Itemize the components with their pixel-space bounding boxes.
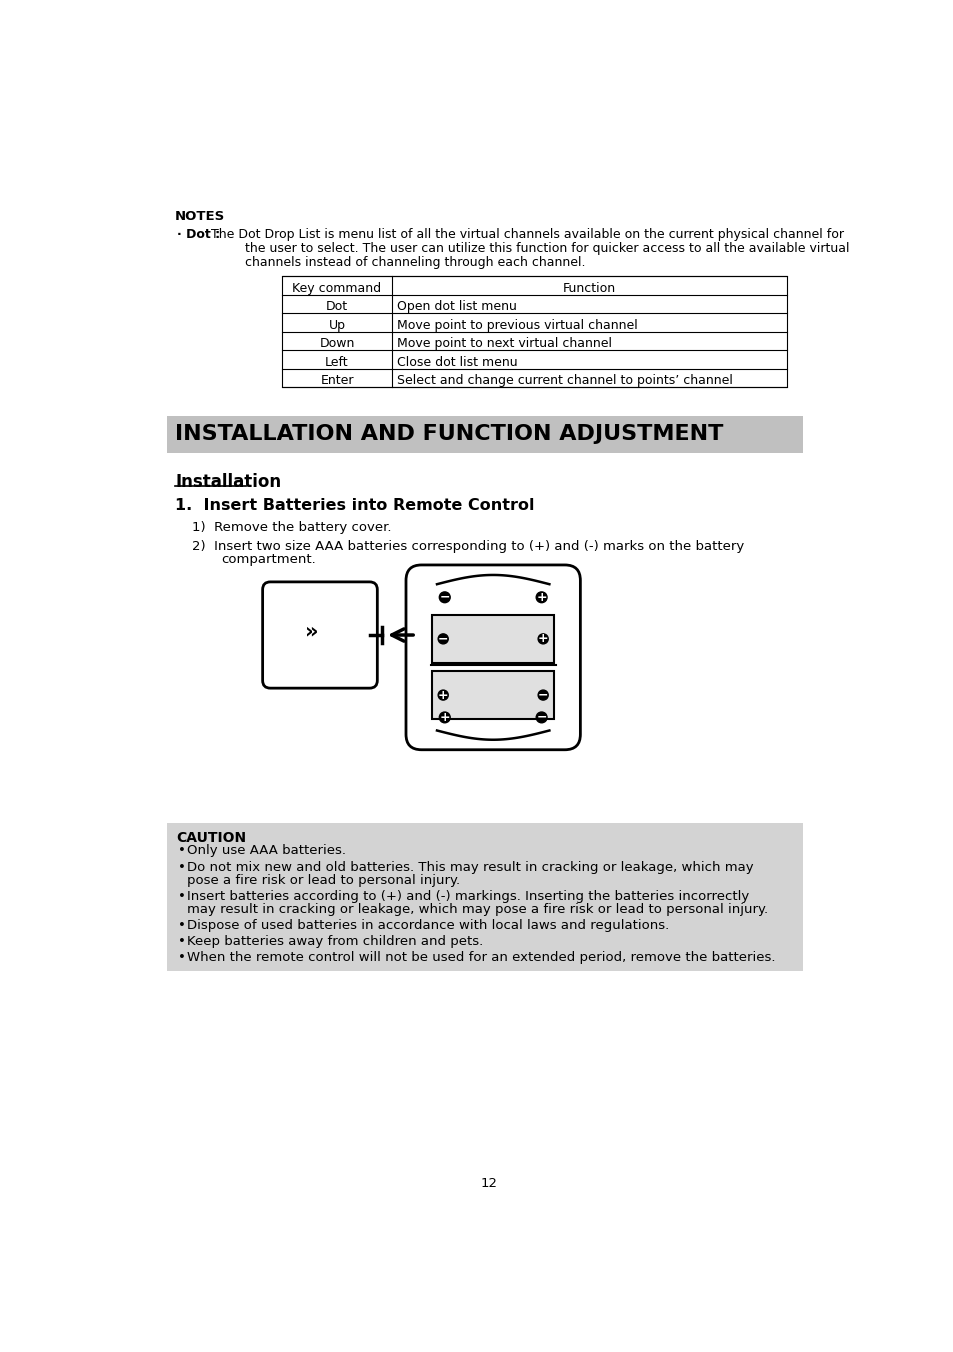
Text: +: + — [437, 688, 448, 702]
FancyBboxPatch shape — [406, 565, 579, 750]
Circle shape — [439, 713, 450, 723]
Text: Key command: Key command — [293, 281, 381, 295]
Text: −: − — [537, 688, 548, 702]
Text: Close dot list menu: Close dot list menu — [396, 356, 517, 369]
Bar — [282, 276, 786, 387]
Bar — [167, 823, 802, 971]
Text: channels instead of channeling through each channel.: channels instead of channeling through e… — [245, 256, 585, 269]
Bar — [167, 416, 802, 453]
Circle shape — [437, 634, 448, 644]
Text: Up: Up — [328, 319, 345, 331]
Text: The Dot Drop List is menu list of all the virtual channels available on the curr: The Dot Drop List is menu list of all th… — [211, 228, 842, 242]
Text: Open dot list menu: Open dot list menu — [396, 300, 516, 314]
Text: may result in cracking or leakage, which may pose a fire risk or lead to persona: may result in cracking or leakage, which… — [187, 903, 768, 917]
Text: 1)  Remove the battery cover.: 1) Remove the battery cover. — [192, 521, 391, 534]
Text: INSTALLATION AND FUNCTION ADJUSTMENT: INSTALLATION AND FUNCTION ADJUSTMENT — [174, 425, 722, 443]
Text: Dot: Dot — [326, 300, 348, 314]
Text: Installation: Installation — [174, 473, 281, 491]
Text: +: + — [439, 711, 450, 723]
Text: Only use AAA batteries.: Only use AAA batteries. — [187, 845, 346, 857]
Text: 12: 12 — [480, 1178, 497, 1190]
Text: −: − — [437, 633, 448, 645]
Circle shape — [536, 592, 546, 603]
Text: •: • — [178, 952, 186, 964]
Text: •: • — [178, 936, 186, 948]
Text: •: • — [178, 890, 186, 903]
Text: · Dot :: · Dot : — [176, 228, 219, 242]
Text: 1.  Insert Batteries into Remote Control: 1. Insert Batteries into Remote Control — [174, 498, 534, 512]
Text: +: + — [537, 633, 548, 645]
Text: Insert batteries according to (+) and (-) markings. Inserting the batteries inco: Insert batteries according to (+) and (-… — [187, 890, 749, 903]
Text: Move point to next virtual channel: Move point to next virtual channel — [396, 337, 611, 350]
Text: +: + — [536, 591, 546, 604]
Text: •: • — [178, 861, 186, 873]
Text: Down: Down — [319, 337, 355, 350]
Text: compartment.: compartment. — [221, 553, 316, 566]
Text: −: − — [439, 591, 450, 604]
Text: •: • — [178, 919, 186, 932]
Text: »: » — [305, 621, 318, 641]
Text: NOTES: NOTES — [174, 210, 225, 223]
Text: Enter: Enter — [320, 375, 354, 387]
Text: Function: Function — [562, 281, 616, 295]
Text: •: • — [178, 845, 186, 857]
Text: Keep batteries away from children and pets.: Keep batteries away from children and pe… — [187, 936, 483, 948]
Text: the user to select. The user can utilize this function for quicker access to all: the user to select. The user can utilize… — [245, 242, 848, 256]
Text: 2)  Insert two size AAA batteries corresponding to (+) and (-) marks on the batt: 2) Insert two size AAA batteries corresp… — [192, 539, 743, 553]
Bar — [432, 671, 554, 719]
Text: Do not mix new and old batteries. This may result in cracking or leakage, which : Do not mix new and old batteries. This m… — [187, 861, 753, 873]
Text: Left: Left — [325, 356, 349, 369]
Text: CAUTION: CAUTION — [176, 830, 247, 845]
Text: When the remote control will not be used for an extended period, remove the batt: When the remote control will not be used… — [187, 952, 775, 964]
Bar — [432, 615, 554, 662]
Circle shape — [437, 690, 448, 700]
FancyBboxPatch shape — [262, 581, 377, 688]
Text: Select and change current channel to points’ channel: Select and change current channel to poi… — [396, 375, 732, 387]
Text: −: − — [536, 711, 546, 723]
Text: Move point to previous virtual channel: Move point to previous virtual channel — [396, 319, 637, 331]
Circle shape — [536, 713, 546, 723]
Circle shape — [537, 634, 548, 644]
Circle shape — [537, 690, 548, 700]
Circle shape — [439, 592, 450, 603]
Text: pose a fire risk or lead to personal injury.: pose a fire risk or lead to personal inj… — [187, 873, 460, 887]
Text: Dispose of used batteries in accordance with local laws and regulations.: Dispose of used batteries in accordance … — [187, 919, 669, 932]
